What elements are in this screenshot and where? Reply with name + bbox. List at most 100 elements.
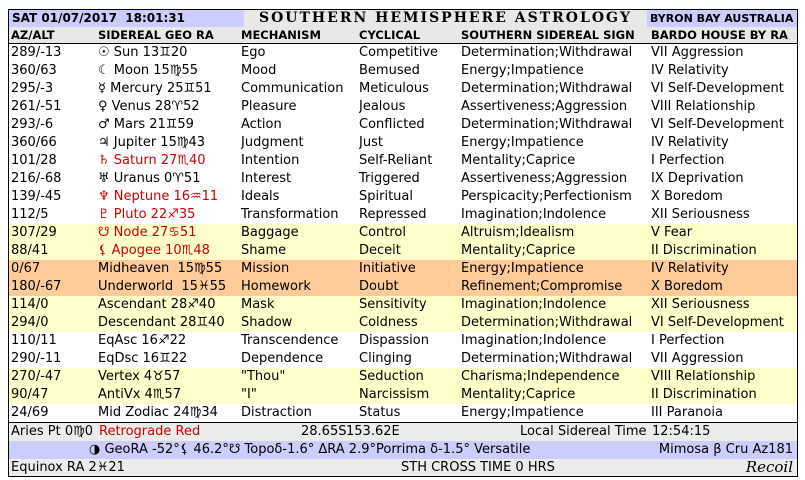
geo-ra-cell: EqAsc 16♐22 [98,333,187,348]
location-label: BYRON BAY AUSTRALIA [647,10,797,27]
geo-ra-cell: Mid Zodiac 24♍34 [98,405,218,420]
azalt-cell: 24/69 [11,405,49,420]
bardo-house-cell: XII Seriousness [651,207,750,222]
sidereal-time-label: Local Sidereal Time [520,424,647,439]
cyclical-state-cell: Jealous [359,99,406,114]
azalt-cell: 270/-47 [11,369,62,384]
azalt-cell: 139/-45 [11,189,62,204]
geo-ra-cell: ♀ Venus 28♈52 [98,99,200,114]
footer-row-geo: ◑ GeoRA -52°⚸ 46.2°☋ Topoδ-1.6° ΔRA 2.9°… [9,441,797,459]
bardo-house-cell: VI Self-Development [651,315,784,330]
mechanism-cell: Ideals [241,189,280,204]
bardo-house-cell: VI Self-Development [651,117,784,132]
geo-ra-cell: ☋ Node 27♋51 [98,225,197,240]
bardo-house-cell: X Boredom [651,189,723,204]
azalt-cell: 360/66 [11,135,57,150]
cyclical-state-cell: Seduction [359,369,424,384]
cyclical-state-cell: Spiritual [359,189,413,204]
column-header-row: AZ/ALT SIDEREAL GEO RA MECHANISM CYCLICA… [9,27,797,58]
geo-ra-cell: Underworld 15♓55 [98,279,227,294]
azalt-cell: 290/-11 [11,351,62,366]
col-header-bardo-house: BARDO HOUSE BY RA [651,28,788,42]
azalt-cell: 101/28 [11,153,57,168]
bardo-house-cell: IV Relativity [651,63,729,78]
mechanism-cell: Transcendence [241,333,339,348]
star-reference: Mimosa β Cru Az181 [658,442,793,457]
mechanism-cell: Distraction [241,405,312,420]
table-row: 290/-11 EqDsc 16♊22 Dependence Clinging Dete… [9,350,797,368]
mechanism-cell: Ego [241,45,266,60]
sidereal-sign-cell: Energy;Impatience [461,405,584,420]
sidereal-sign-cell: Assertiveness;Aggression [461,99,628,114]
cyclical-state-cell: Sensitivity [359,297,427,312]
table-row: 216/-68 ♅ Uranus 0♈51 Interest Triggered Ass… [9,170,797,188]
sidereal-sign-cell: Imagination;Indolence [461,207,607,222]
brand-logo: Recoil [745,458,793,476]
bardo-house-cell: II Discrimination [651,387,757,402]
table-body: 289/-13 ☉ Sun 13♊20 Ego Competitive Determin… [9,44,797,422]
mechanism-cell: Action [241,117,282,132]
page-title: SOUTHERN HEMISPHERE ASTROLOGY [244,10,647,27]
sidereal-sign-cell: Determination;Withdrawal [461,117,633,132]
geo-ra-cell: ♂ Mars 21♊59 [98,117,194,132]
cyclical-state-cell: Self-Reliant [359,153,433,168]
bardo-house-cell: II Discrimination [651,243,757,258]
geo-ra-cell: ♆ Neptune 16♒11 [98,189,219,204]
geo-ra-cell: Vertex 4♉57 [98,369,181,384]
sidereal-sign-cell: Mentality;Caprice [461,153,576,168]
bardo-house-cell: IX Deprivation [651,171,744,186]
sidereal-sign-cell: Determination;Withdrawal [461,45,633,60]
sidereal-sign-cell: Determination;Withdrawal [461,351,633,366]
mechanism-cell: "I" [241,387,257,402]
azalt-cell: 180/-67 [11,279,62,294]
geo-ra-cell: ☿ Mercury 25♊51 [98,81,212,96]
table-row: 307/29 ☋ Node 27♋51 Baggage Control Altruism… [9,224,797,242]
col-header-southern-sidereal-sign: SOUTHERN SIDEREAL SIGN [461,28,635,42]
sidereal-sign-cell: Energy;Impatience [461,63,584,78]
sidereal-sign-cell: Mentality;Caprice [461,243,576,258]
geo-ra-cell: ♇ Pluto 22♐35 [98,207,196,222]
aries-point-label: Aries Pt 0♍0 [11,424,94,439]
cyclical-state-cell: Just [359,135,383,150]
bardo-house-cell: IV Relativity [651,135,729,150]
table-row: 360/66 ♃ Jupiter 15♍43 Judgment Just Energy;… [9,134,797,152]
cyclical-state-cell: Narcissism [359,387,430,402]
sidereal-sign-cell: Perspicacity;Perfectionism [461,189,632,204]
cyclical-state-cell: Repressed [359,207,427,222]
sidereal-sign-cell: Energy;Impatience [461,261,584,276]
azalt-cell: 110/11 [11,333,57,348]
table-row: 90/47 AntiVx 4♏57 "I" Narcissism Mentality;C… [9,386,797,404]
azalt-cell: 88/41 [11,243,49,258]
cyclical-state-cell: Control [359,225,406,240]
sidereal-sign-cell: Energy;Impatience [461,135,584,150]
cyclical-state-cell: Initiative [359,261,416,276]
mechanism-cell: Mask [241,297,275,312]
geo-ra-cell: AntiVx 4♏57 [98,387,182,402]
sidereal-sign-cell: Assertiveness;Aggression [461,171,628,186]
equinox-ra-label: Equinox RA 2♓21 [11,460,125,475]
cyclical-state-cell: Meticulous [359,81,429,96]
cyclical-state-cell: Bemused [359,63,420,78]
cyclical-state-cell: Status [359,405,401,420]
cyclical-state-cell: Triggered [359,171,420,186]
mechanism-cell: Baggage [241,225,299,240]
geo-ra-cell: ☾ Moon 15♍55 [98,63,199,78]
bardo-house-cell: XII Seriousness [651,297,750,312]
table-row: 0/67 Midheaven 15♍55 Mission Initiative Ener… [9,260,797,278]
cyclical-state-cell: Conflicted [359,117,425,132]
table-row: 295/-3 ☿ Mercury 25♊51 Communication Meticu… [9,80,797,98]
geo-ra-cell: Descendant 28♊40 [98,315,225,330]
geo-ra-cell: Midheaven 15♍55 [98,261,223,276]
table-row: 114/0 Ascendant 28♐40 Mask Sensitivity Imagi… [9,296,797,314]
table-row: 293/-6 ♂ Mars 21♊59 Action Conflicted Determ… [9,116,797,134]
sidereal-sign-cell: Mentality;Caprice [461,387,576,402]
latitude-value: 28.65S [301,424,347,439]
bardo-house-cell: V Fear [651,225,693,240]
bardo-house-cell: I Perfection [651,333,725,348]
mechanism-cell: Communication [241,81,344,96]
table-row: 24/69 Mid Zodiac 24♍34 Distraction Status En… [9,404,797,422]
table-row: 139/-45 ♆ Neptune 16♒11 Ideals Spiritual Per… [9,188,797,206]
sidereal-sign-cell: Determination;Withdrawal [461,315,633,330]
mechanism-cell: Transformation [241,207,339,222]
